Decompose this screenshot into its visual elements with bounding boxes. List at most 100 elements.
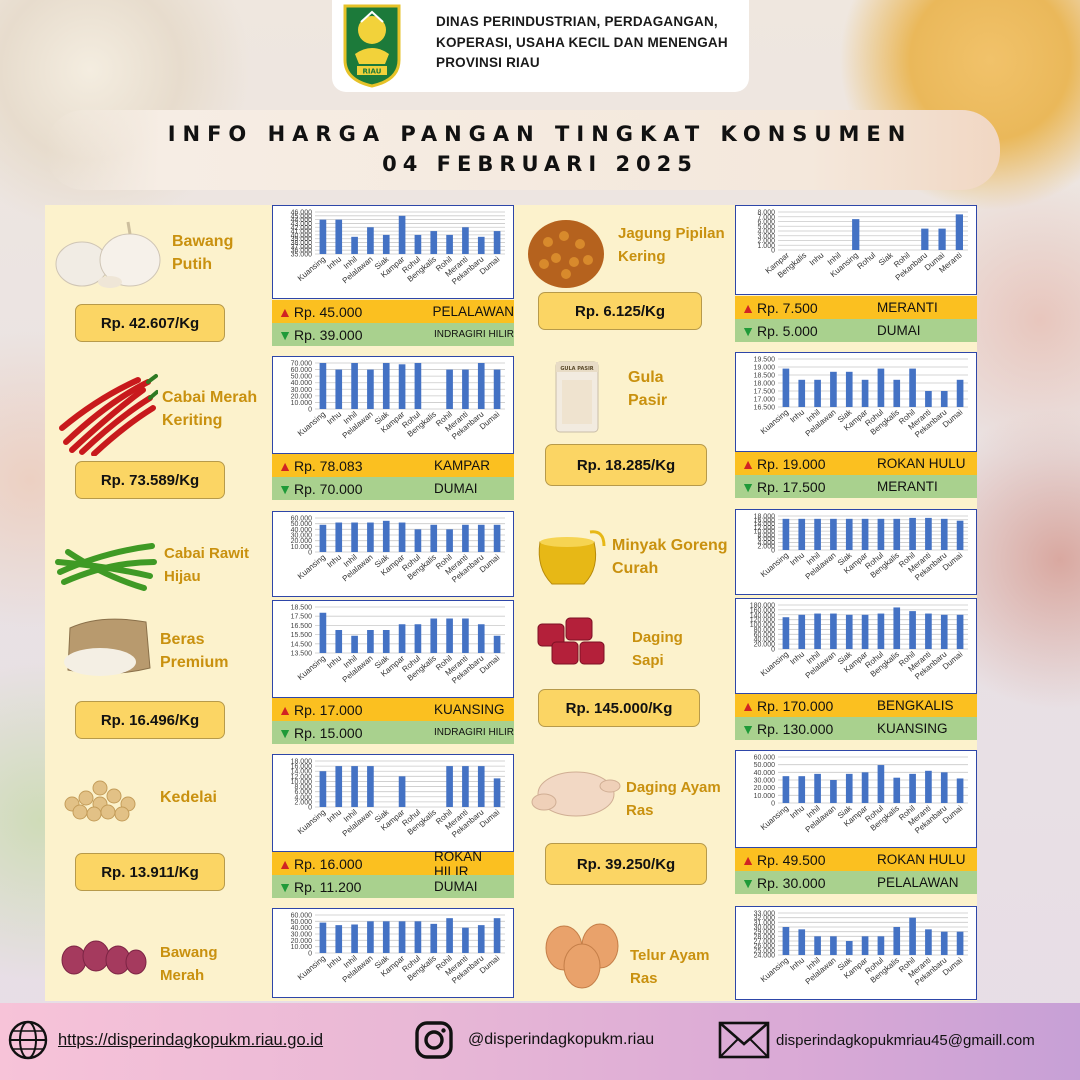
email-address[interactable]: disperindagkopukmriau45@gmaill.com	[776, 1031, 1035, 1049]
up-arrow-icon: ▲	[278, 701, 292, 718]
bar-kuansing	[782, 927, 790, 955]
bar-kuansing	[782, 617, 790, 649]
y-tick-label: 0	[771, 647, 775, 654]
up-arrow-icon: ▲	[741, 697, 755, 714]
cabai-merah-max-price: Rp. 78.083	[294, 457, 363, 474]
bar-rohil	[446, 234, 453, 254]
cabai-rawit-image	[55, 543, 157, 591]
x-tick-label: Kuansing	[759, 650, 790, 678]
bar-kampar	[861, 936, 869, 955]
minyak-chart-svg: 18.00016.00014.00012.00010.0008.0006.000…	[754, 514, 968, 582]
ayam-chart: 60.000 50.000 40.000 30.000 20.000 10.000 0 Kua…	[735, 750, 977, 848]
bar-rohil	[909, 517, 916, 550]
minyak-name: Minyak Goreng Curah	[612, 537, 728, 577]
y-tick-label: 17.500	[291, 614, 313, 621]
bar-bengkalis	[893, 607, 901, 649]
y-tick-label: 43.000	[291, 221, 313, 228]
bar-rohil	[909, 368, 916, 407]
cabai-merah-image	[59, 374, 158, 456]
bar-siak	[845, 371, 853, 407]
y-tick-label: 2.000	[757, 238, 775, 245]
y-tick-label: 30.000	[754, 925, 776, 932]
footer-instagram[interactable]: @disperindagkopukm.riau	[414, 1020, 654, 1060]
sapi-chart-svg: 180.000160.000140.000120.000100.00080.00…	[750, 603, 968, 681]
bar-siak	[845, 518, 853, 550]
y-tick-label: 8.000	[757, 210, 775, 217]
y-tick-label: 50.000	[754, 762, 776, 769]
bar-meranti	[925, 613, 932, 649]
sapi-max-price: Rp. 170.000	[757, 697, 834, 714]
kedelai-chart: 18.000 16.000 14.000 12.000 10.000 8.000 6.000…	[272, 754, 514, 852]
y-tick-label: 20.000	[291, 538, 313, 545]
jagung-max-price: Rp. 7.500	[757, 299, 818, 316]
x-tick-label: Kuansing	[296, 553, 327, 581]
bar-meranti	[925, 517, 932, 550]
down-arrow-icon: ▼	[741, 478, 755, 495]
bar-siak	[845, 614, 853, 649]
y-tick-label: 16.000	[291, 764, 313, 771]
y-tick-label: 60.000	[291, 913, 313, 920]
bar-inhu	[798, 379, 806, 407]
bar-rohil	[446, 766, 453, 807]
ayam-min-row: ▼ Rp. 30.000 PELALAWAN	[735, 871, 977, 894]
minyak-image	[538, 530, 606, 585]
y-tick-label: 0	[308, 951, 312, 958]
kedelai-chart-svg: 18.00016.00014.00012.00010.0008.0006.000…	[291, 759, 505, 839]
bar-pelalawan	[830, 518, 837, 550]
y-tick-label: 36.000	[291, 248, 313, 255]
bar-kampar	[398, 215, 406, 254]
x-tick-label: Kuansing	[759, 804, 790, 832]
y-tick-label: 10.000	[754, 529, 776, 536]
bar-inhil	[814, 936, 821, 955]
telur-name: Telur Ayam Ras	[630, 947, 710, 987]
y-tick-label: 39.000	[291, 236, 313, 243]
beras-min-price: Rp. 15.000	[294, 724, 363, 741]
bar-pekanbaru	[477, 624, 485, 653]
bar-kampar	[861, 772, 869, 803]
y-tick-label: 30.000	[291, 387, 313, 394]
footer-email[interactable]: disperindagkopukmriau45@gmaill.com	[718, 1020, 1035, 1060]
y-tick-label: 37.000	[291, 244, 313, 251]
bar-rohul	[414, 234, 422, 254]
gula-min-price: Rp. 17.500	[757, 478, 826, 495]
bar-rohul	[414, 529, 422, 552]
footer-bar	[0, 1003, 1080, 1080]
bar-bengkalis	[893, 777, 901, 803]
website-link[interactable]: https://disperindagkopukm.riau.go.id	[58, 1030, 324, 1049]
beras-name: Beras Premium	[160, 631, 229, 671]
jagung-min-region: DUMAI	[877, 323, 921, 338]
bar-rohil	[909, 773, 916, 803]
x-tick-label: Inhu	[325, 255, 343, 272]
instagram-handle[interactable]: @disperindagkopukm.riau	[468, 1031, 655, 1048]
bar-dumai	[956, 614, 964, 649]
bar-siak	[382, 520, 390, 552]
up-arrow-icon: ▲	[741, 299, 755, 316]
bar-siak	[382, 363, 390, 409]
y-tick-label: 10.000	[754, 793, 776, 800]
bar-kampar	[398, 522, 406, 552]
footer-website[interactable]: https://disperindagkopukm.riau.go.id	[8, 1020, 323, 1060]
bar-inhil	[814, 773, 821, 803]
bar-kuansing	[319, 771, 327, 807]
y-tick-label: 180.000	[750, 603, 775, 610]
y-tick-label: 38.000	[291, 240, 313, 247]
kedelai-max-price: Rp. 16.000	[294, 855, 363, 872]
y-tick-label: 10.000	[291, 400, 313, 407]
y-tick-label: 0	[771, 548, 775, 555]
y-tick-label: 16.500	[291, 623, 313, 630]
bar-pekanbaru	[940, 931, 948, 955]
gula-chart: 19.500 19.000 18.500 18.000 17.500 17.000 16.5…	[735, 352, 977, 452]
x-tick-label: Inhu	[325, 553, 343, 570]
bawang_putih-chart-svg: 46.00045.00044.00043.00042.00041.00040.0…	[291, 210, 505, 286]
up-arrow-icon: ▲	[278, 855, 292, 872]
beras-min-row: ▼ Rp. 15.000 INDRAGIRI HILIR	[272, 721, 514, 744]
y-tick-label: 24.000	[754, 953, 776, 960]
cabai-merah-min-price: Rp. 70.000	[294, 480, 363, 497]
kedelai-min-row: ▼ Rp. 11.200 DUMAI	[272, 875, 514, 898]
bar-inhu	[798, 929, 806, 955]
x-tick-label: Inhu	[788, 804, 806, 821]
x-tick-label: Inhu	[788, 408, 806, 425]
bar-inhil	[351, 236, 358, 254]
bar-dumai	[956, 931, 964, 955]
gula-min-region: MERANTI	[877, 479, 938, 494]
